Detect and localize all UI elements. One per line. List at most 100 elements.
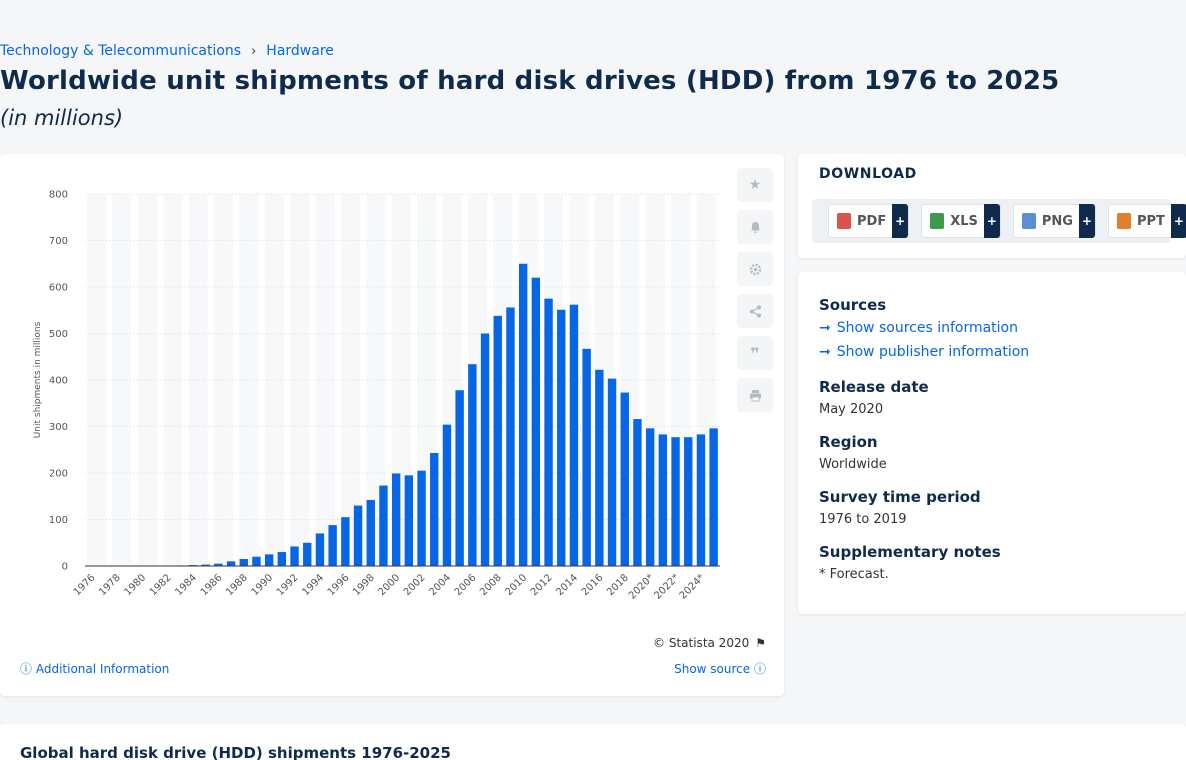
bar-2002 (417, 470, 426, 566)
download-ppt-button[interactable]: PPT + (1107, 204, 1186, 238)
print-icon[interactable] (737, 378, 773, 412)
x-tick-label: 2012 (529, 572, 555, 598)
bar-2001 (404, 475, 414, 566)
show-sources-label: Show sources information (836, 320, 1018, 336)
bar-2012 (544, 298, 553, 566)
plus-icon: + (892, 204, 909, 238)
x-tick-label: 1992 (275, 572, 301, 598)
related-card: Global hard disk drive (HDD) shipments 1… (0, 724, 1186, 760)
page-title: Worldwide unit shipments of hard disk dr… (0, 66, 1060, 96)
bar-1985 (201, 564, 210, 566)
bar-1988 (239, 559, 248, 566)
bar-1993 (303, 542, 312, 566)
x-tick-label: 1996 (326, 572, 352, 598)
x-tick-label: 1980 (122, 572, 148, 598)
additional-info-link[interactable]: ⓘ Additional Information (20, 660, 169, 677)
download-xls-button[interactable]: XLS + (921, 204, 1001, 238)
show-sources-link[interactable]: ➞ Show sources information (819, 320, 1018, 336)
y-tick-label: 400 (49, 376, 68, 387)
column-band (188, 194, 208, 566)
x-tick-label: 2002 (402, 572, 428, 598)
x-tick-label: 1984 (173, 572, 199, 598)
top-bar (0, 0, 1186, 38)
x-tick-label: 1986 (199, 572, 225, 598)
additional-info-label: Additional Information (35, 662, 170, 676)
info-card: Sources ➞ Show sources information ➞ Show … (798, 272, 1186, 614)
x-tick-label: 1988 (224, 572, 250, 598)
x-tick-label: 2014 (554, 572, 580, 598)
bar-2018 (620, 392, 629, 566)
bar-2016 (595, 369, 604, 566)
bar-1998 (366, 499, 375, 566)
download-png-button[interactable]: PNG + (1012, 204, 1096, 238)
bar-2022* (671, 437, 680, 566)
show-publisher-link[interactable]: ➞ Show publisher information (819, 344, 1029, 360)
column-band (239, 194, 259, 566)
bar-2024* (696, 434, 706, 566)
supplementary-notes-heading: Supplementary notes (819, 543, 1001, 561)
favorite-star-icon[interactable]: ★ (737, 168, 773, 202)
x-tick-label: 2022* (652, 572, 681, 601)
arrow-right-icon: ➞ (819, 344, 831, 360)
png-file-icon (1021, 213, 1036, 229)
show-source-link[interactable]: Show source ⓘ (674, 660, 766, 677)
sources-heading: Sources (819, 296, 887, 314)
download-pdf-button[interactable]: PDF + (828, 204, 910, 238)
bar-2013 (557, 309, 566, 566)
bar-1995 (328, 525, 337, 566)
bar-2009 (506, 307, 515, 566)
pdf-file-icon (837, 213, 851, 229)
download-xls-label: XLS (950, 213, 978, 229)
column-band (137, 194, 157, 566)
bar-1997 (353, 505, 363, 566)
y-tick-label: 800 (49, 190, 68, 201)
x-tick-label: 1998 (351, 572, 377, 598)
xls-file-icon (930, 213, 945, 229)
x-tick-label: 2004 (427, 572, 453, 598)
copyright: © Statista 2020 ⚑ (653, 636, 766, 650)
ppt-file-icon (1116, 213, 1131, 229)
x-tick-label: 2016 (580, 572, 606, 598)
y-tick-label: 700 (49, 236, 68, 247)
show-publisher-label: Show publisher information (836, 344, 1030, 360)
bar-2004 (442, 424, 452, 566)
settings-gear-icon[interactable] (737, 252, 773, 286)
chart-card: 0 100 200 300 400 500 600 700 800 1976 1978 1980 198… (0, 154, 784, 696)
download-buttons: PDF + XLS + PNG + PPT + (812, 199, 1186, 243)
x-tick-label: 2006 (453, 572, 479, 598)
y-tick-label: 0 (62, 562, 68, 573)
x-tick-label: 1976 (72, 572, 98, 598)
chart-toolbar: ★ ❞ (737, 168, 773, 420)
cite-quote-icon[interactable]: ❞ (737, 336, 773, 370)
bar-2020* (645, 428, 655, 566)
share-icon[interactable] (737, 294, 773, 328)
download-ppt-label: PPT (1136, 213, 1165, 229)
bar-2007 (480, 333, 490, 566)
plus-icon: + (1170, 204, 1186, 238)
column-band (290, 194, 310, 566)
bar-1989 (252, 556, 261, 566)
y-tick-label: 300 (49, 422, 68, 433)
notification-bell-icon[interactable] (737, 210, 773, 244)
bar-2000 (391, 473, 401, 566)
bar-2017 (607, 378, 617, 566)
breadcrumb-sub-link[interactable]: Hardware (266, 43, 334, 59)
related-title: Global hard disk drive (HDD) shipments 1… (20, 744, 451, 760)
y-tick-label: 600 (49, 283, 68, 294)
release-date-value: May 2020 (819, 402, 884, 417)
download-png-label: PNG (1041, 213, 1073, 229)
show-source-label: Show source (674, 662, 751, 676)
bar-2003 (430, 453, 439, 566)
column-band (366, 194, 386, 566)
region-value: Worldwide (819, 457, 887, 472)
bar-2010 (518, 263, 528, 566)
x-tick-label: 2000 (376, 572, 402, 598)
bar-1990 (264, 554, 274, 566)
flag-icon[interactable]: ⚑ (755, 636, 766, 650)
bar-2006 (468, 364, 477, 566)
y-tick-label: 200 (49, 469, 68, 480)
breadcrumb: Technology & Telecommunications › Hardwa… (0, 43, 334, 59)
breadcrumb-category-link[interactable]: Technology & Telecommunications (0, 43, 242, 59)
bar-1994 (315, 533, 325, 566)
